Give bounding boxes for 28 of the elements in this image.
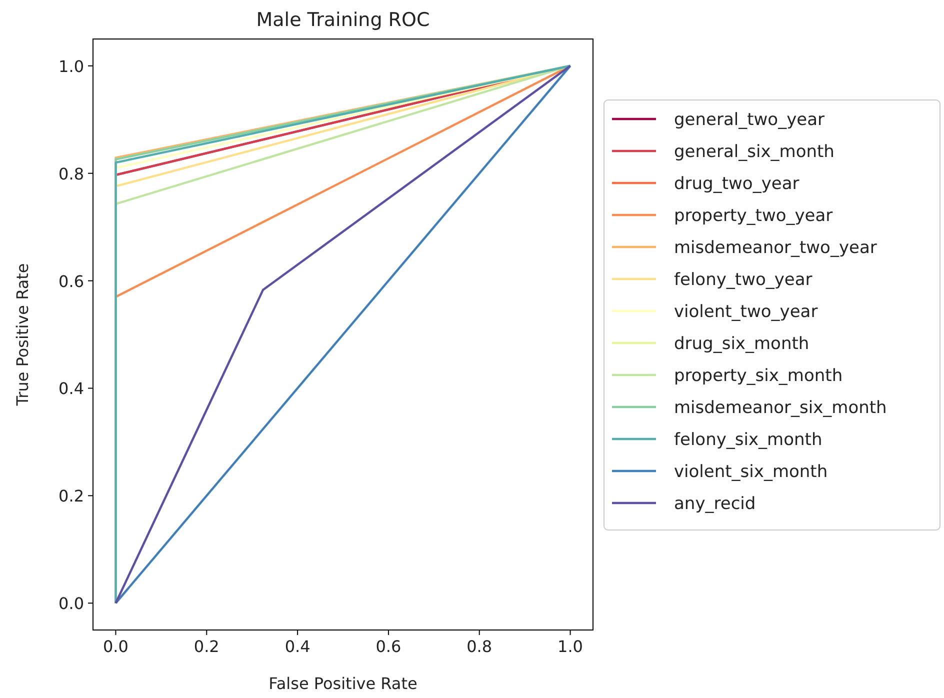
y-tick-label: 1.0 bbox=[58, 56, 84, 76]
legend-label: general_six_month bbox=[674, 142, 834, 162]
legend-label: property_six_month bbox=[674, 366, 843, 386]
legend-label: drug_two_year bbox=[674, 174, 800, 194]
legend-label: felony_six_month bbox=[674, 430, 822, 450]
x-tick-label: 0.4 bbox=[284, 637, 310, 656]
y-tick-label: 0.2 bbox=[58, 486, 84, 506]
y-tick-label: 0.6 bbox=[58, 272, 84, 291]
y-axis-title: True Positive Rate bbox=[13, 263, 32, 407]
chart-title: Male Training ROC bbox=[256, 9, 430, 31]
legend-label: misdemeanor_two_year bbox=[674, 238, 877, 258]
legend-label: misdemeanor_six_month bbox=[674, 398, 887, 418]
x-tick-label: 0.0 bbox=[103, 637, 128, 656]
y-tick-label: 0.0 bbox=[58, 594, 84, 614]
x-tick-label: 1.0 bbox=[558, 637, 583, 656]
legend-label: violent_six_month bbox=[674, 462, 828, 482]
legend-label: property_two_year bbox=[674, 206, 833, 226]
y-tick-label: 0.8 bbox=[58, 164, 84, 184]
legend-label: felony_two_year bbox=[674, 270, 812, 290]
legend-label: drug_six_month bbox=[674, 334, 810, 354]
legend-label: general_two_year bbox=[674, 110, 825, 130]
legend-label: violent_two_year bbox=[674, 302, 818, 322]
legend-label: any_recid bbox=[674, 494, 756, 514]
x-tick-label: 0.2 bbox=[194, 637, 220, 656]
y-tick-label: 0.4 bbox=[58, 379, 84, 398]
x-tick-label: 0.8 bbox=[466, 637, 492, 656]
x-tick-label: 0.6 bbox=[376, 637, 402, 656]
x-axis-title: False Positive Rate bbox=[268, 674, 418, 693]
